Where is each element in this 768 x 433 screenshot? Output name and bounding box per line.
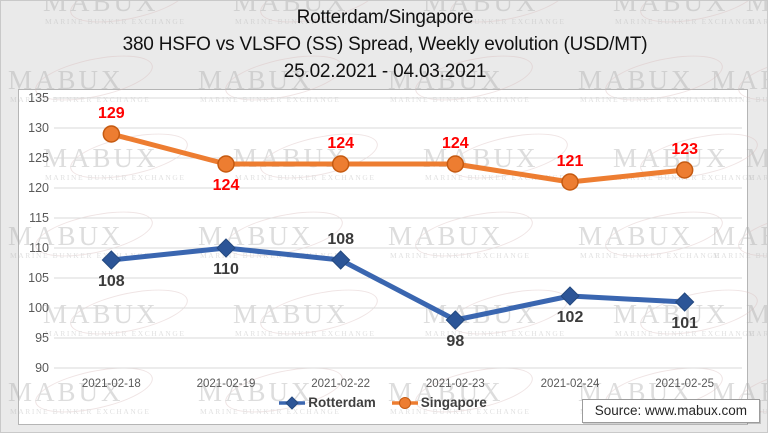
chart-title-line2: 380 HSFO vs VLSFO (SS) Spread, Weekly ev… xyxy=(122,34,648,55)
y-tick-label: 95 xyxy=(35,331,49,345)
x-tick-label: 2021-02-25 xyxy=(655,378,714,390)
data-point-marker xyxy=(217,155,235,173)
data-label: 124 xyxy=(327,135,354,152)
x-tick-label: 2021-02-23 xyxy=(426,378,485,390)
data-label: 108 xyxy=(327,231,354,248)
data-label: 129 xyxy=(98,105,125,122)
data-point-marker xyxy=(445,310,466,330)
legend-item-rotterdam: Rotterdam xyxy=(279,395,376,410)
y-tick-label: 135 xyxy=(28,91,49,105)
series-line-rotterdam xyxy=(108,245,688,323)
chart-title-line1: Rotterdam/Singapore xyxy=(296,7,474,28)
data-label: 123 xyxy=(671,141,698,158)
x-tick-label: 2021-02-18 xyxy=(82,378,141,390)
data-label: 108 xyxy=(98,273,125,290)
data-label: 102 xyxy=(557,309,584,326)
data-point-marker xyxy=(216,238,236,258)
data-point-marker xyxy=(331,155,350,173)
series-line-singapore xyxy=(108,131,688,185)
data-label: 121 xyxy=(557,153,584,170)
legend-label: Singapore xyxy=(420,395,487,410)
watermark-subtext: MARINE BUNKER EXCHANGE xyxy=(748,173,768,182)
data-label: 110 xyxy=(213,261,239,278)
y-tick-label: 105 xyxy=(28,271,49,285)
watermark-text: MABUX xyxy=(746,143,767,174)
legend-marker-icon xyxy=(279,395,306,410)
x-tick-label: 2021-02-19 xyxy=(197,378,256,390)
data-label: 124 xyxy=(213,177,240,194)
data-point-marker xyxy=(446,155,465,173)
y-tick-label: 120 xyxy=(28,181,49,195)
y-tick-label: 100 xyxy=(28,301,49,315)
chart-title-line3: 25.02.2021 - 04.03.2021 xyxy=(283,61,487,82)
source-label: Source: www.mabux.com xyxy=(594,403,747,418)
data-point-marker xyxy=(560,286,580,306)
y-tick-label: 125 xyxy=(28,151,49,165)
y-tick-label: 115 xyxy=(29,211,49,225)
y-tick-label: 110 xyxy=(29,241,49,255)
data-label: 98 xyxy=(446,333,464,350)
watermark-text: MABUX xyxy=(746,299,767,330)
legend-item-singapore: Singapore xyxy=(391,395,487,410)
data-label: 101 xyxy=(671,315,698,332)
data-point-marker xyxy=(102,125,121,143)
line-chart: 90 95 100 105 110 115 120 125 130 135 2021-02-18 20… xyxy=(28,91,742,390)
data-point-marker xyxy=(674,292,695,312)
chart-title: Rotterdam/Singapore 380 HSFO vs VLSFO (S… xyxy=(1,4,767,85)
data-point-marker xyxy=(561,173,579,191)
data-point-marker xyxy=(101,250,122,270)
x-tick-label: 2021-02-22 xyxy=(311,378,370,390)
legend-label: Rotterdam xyxy=(308,395,376,410)
data-point-marker xyxy=(675,161,694,179)
legend-marker-icon xyxy=(391,396,418,409)
watermark-subtext: MARINE BUNKER EXCHANGE xyxy=(748,329,768,338)
y-tick-label: 90 xyxy=(35,361,49,375)
y-tick-label: 130 xyxy=(28,121,49,135)
chart-legend: Rotterdam Singapore xyxy=(18,395,748,410)
data-label: 124 xyxy=(442,135,469,152)
source-box: Source: www.mabux.com xyxy=(581,399,760,423)
x-tick-label: 2021-02-24 xyxy=(541,378,600,390)
data-point-marker xyxy=(330,250,351,270)
